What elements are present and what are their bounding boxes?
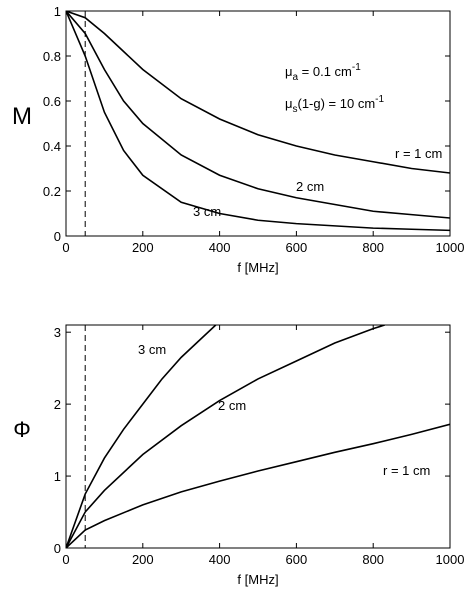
x-axis-label: f [MHz] [237, 572, 278, 587]
curve [66, 11, 450, 174]
y-tick-label: 0.8 [43, 49, 61, 64]
annotation-part: (1-g) = 10 cm [298, 96, 376, 111]
y-tick-label: 0.2 [43, 184, 61, 199]
y-tick-label: 0.6 [43, 94, 61, 109]
x-tick-label: 200 [132, 240, 154, 255]
curve-label: r = 1 cm [383, 463, 430, 478]
x-tick-label: 400 [209, 240, 231, 255]
x-axis-label: f [MHz] [237, 260, 278, 275]
y-tick-label: 3 [54, 325, 61, 340]
y-axis-label: Φ [13, 417, 31, 442]
curve [66, 11, 450, 219]
x-tick-label: 800 [362, 552, 384, 567]
x-tick-label: 600 [286, 552, 308, 567]
curve [66, 325, 217, 548]
x-tick-label: 600 [286, 240, 308, 255]
annotation-part: a [293, 72, 299, 83]
annotation-part: -1 [352, 62, 361, 73]
curve-label: r = 1 cm [395, 146, 442, 161]
y-tick-label: 0.4 [43, 139, 61, 154]
annotation: μa = 0.1 cm-1 [285, 62, 361, 83]
x-tick-label: 800 [362, 240, 384, 255]
x-tick-label: 200 [132, 552, 154, 567]
curve-label: 3 cm [193, 204, 221, 219]
annotation-part: s [293, 104, 298, 115]
annotation: μs(1-g) = 10 cm-1 [285, 94, 385, 115]
annotation-part: -1 [375, 94, 384, 105]
x-tick-label: 400 [209, 552, 231, 567]
x-tick-label: 0 [62, 240, 69, 255]
y-tick-label: 2 [54, 397, 61, 412]
y-tick-label: 0 [54, 541, 61, 556]
annotation-part: μ [285, 64, 293, 79]
annotation-part: = 0.1 cm [298, 64, 352, 79]
y-tick-label: 1 [54, 4, 61, 19]
x-tick-label: 1000 [436, 240, 465, 255]
curve-label: 3 cm [138, 342, 166, 357]
curve [66, 423, 450, 548]
y-axis-label: M [12, 103, 32, 130]
x-tick-label: 1000 [436, 552, 465, 567]
curve-label: 2 cm [296, 179, 324, 194]
axes-box [65, 324, 451, 549]
curve [66, 11, 450, 232]
x-tick-label: 0 [62, 552, 69, 567]
axes-box [65, 10, 451, 237]
y-tick-label: 0 [54, 229, 61, 244]
annotation-part: μ [285, 96, 293, 111]
curve [66, 325, 385, 548]
y-tick-label: 1 [54, 469, 61, 484]
curve-label: 2 cm [218, 398, 246, 413]
